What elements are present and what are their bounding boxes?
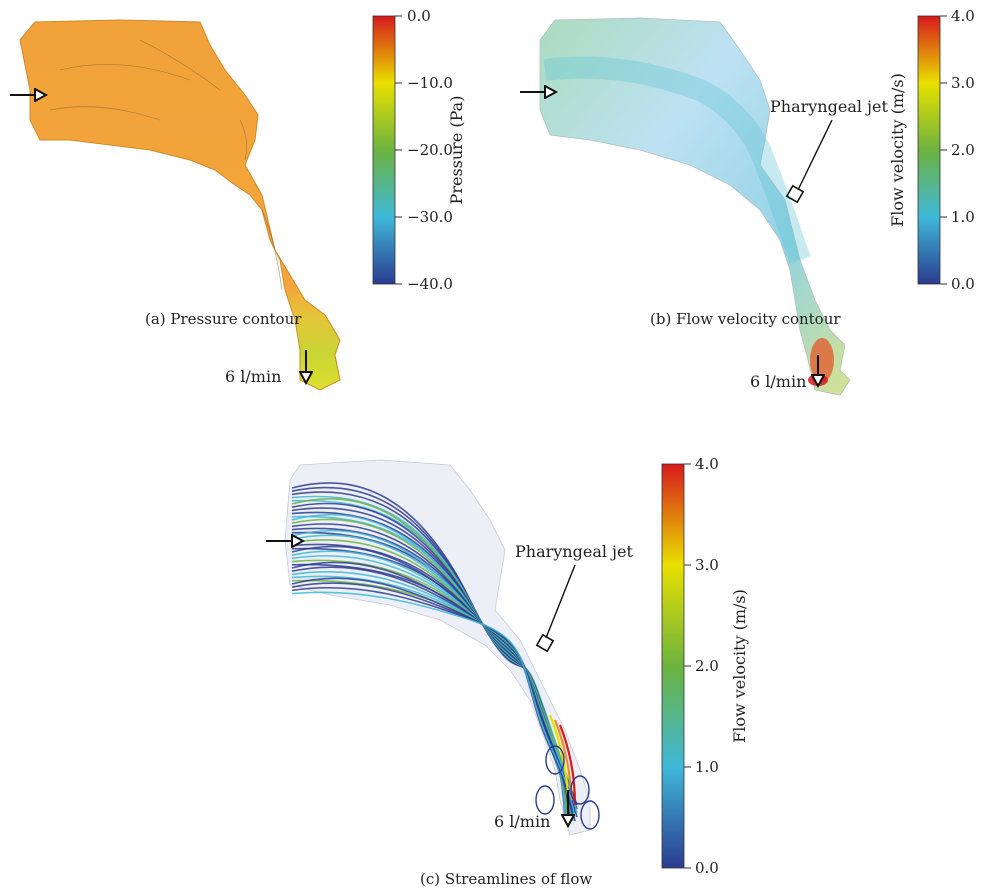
annotation-marker <box>535 633 555 653</box>
colorbar-tick-3: −30.0 <box>407 208 453 226</box>
streamline-high-velocity <box>548 714 570 796</box>
colorbar-tick-2: 2.0 <box>695 657 719 675</box>
colorbar-tick-0: 4.0 <box>695 455 719 473</box>
colorbar-tick-3: 1.0 <box>695 758 719 776</box>
streamline-high-velocity <box>558 724 577 806</box>
annotation-label: Pharyngeal jet <box>770 97 888 116</box>
annotation-marker <box>785 184 805 204</box>
airway-texture <box>49 39 283 291</box>
colorbar-tick-3: 1.0 <box>951 208 975 226</box>
colorbar-tick-1: −10.0 <box>407 74 453 92</box>
streamline <box>291 591 576 818</box>
colorbar-tick-0: 4.0 <box>951 7 975 25</box>
colorbar-label: Flow velocity (m/s) <box>888 73 907 227</box>
panel-c: 6 l/min Pharyngeal jet 4.0 3.0 2.0 1.0 0… <box>266 455 749 888</box>
colorbar-tick-2: −20.0 <box>407 141 453 159</box>
colorbar-tick-1: 3.0 <box>951 74 975 92</box>
flow-rate-label: 6 l/min <box>494 812 550 831</box>
flow-rate-label: 6 l/min <box>750 372 806 391</box>
colorbar-tick-4: 0.0 <box>695 859 719 877</box>
panel-b: 6 l/min Pharyngeal jet 4.0 3.0 2.0 1.0 0… <box>520 7 975 396</box>
annotation-leader <box>545 564 576 639</box>
colorbar-tick-1: 3.0 <box>695 556 719 574</box>
velocity-colorbar: 4.0 3.0 2.0 1.0 0.0 Flow velocity (m/s) <box>661 455 749 877</box>
high-velocity-region <box>810 338 834 382</box>
colorbar-label: Flow velocity (m/s) <box>730 589 749 743</box>
recirculation-loop <box>580 800 600 830</box>
recirculation-loop <box>535 785 555 815</box>
flow-rate-label: 6 l/min <box>225 367 281 386</box>
airway-pressure-shape <box>19 19 341 391</box>
caption-c: (c) Streamlines of flow <box>420 870 592 888</box>
jet-core <box>543 56 811 264</box>
airway-velocity-shape <box>539 17 851 396</box>
colorbar-label: Pressure (Pa) <box>447 96 466 205</box>
caption-b: (b) Flow velocity contour <box>650 310 841 328</box>
colorbar-tick-4: −40.0 <box>407 275 453 293</box>
annotation-leader <box>797 119 833 191</box>
caption-a: (a) Pressure contour <box>145 310 302 328</box>
colorbar-tick-0: 0.0 <box>407 7 431 25</box>
streamlines <box>291 482 600 830</box>
pressure-colorbar: 0.0 −10.0 −20.0 −30.0 −40.0 Pressure (Pa… <box>372 7 466 293</box>
recirculation-loop <box>545 745 565 775</box>
annotation-label: Pharyngeal jet <box>515 542 633 561</box>
recirculation-loop <box>570 775 590 805</box>
velocity-colorbar: 4.0 3.0 2.0 1.0 0.0 Flow velocity (m/s) <box>888 7 975 293</box>
panel-a: 6 l/min 0.0 −10.0 −20.0 −30.0 −40.0 Pres… <box>10 7 466 391</box>
airway-outline <box>284 459 591 836</box>
colorbar-tick-2: 2.0 <box>951 141 975 159</box>
colorbar-tick-4: 0.0 <box>951 275 975 293</box>
